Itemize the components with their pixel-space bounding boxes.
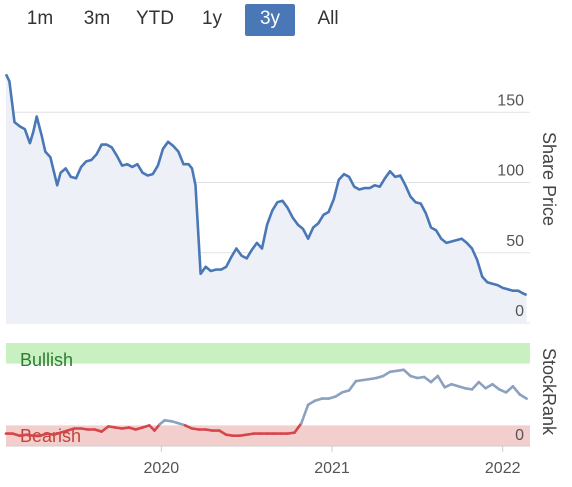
stockrank-segment — [491, 382, 501, 391]
range-ytd-button[interactable]: YTD — [136, 8, 174, 29]
x-tick-label: 2021 — [314, 460, 350, 477]
stockrank-segment — [511, 384, 522, 396]
stockrank-segment — [470, 380, 481, 391]
stockrank-series — [4, 368, 528, 438]
price-tick-label: 50 — [506, 233, 524, 250]
stockrank-segment — [429, 374, 440, 384]
stockrank-segment — [299, 403, 310, 425]
range-3y-button[interactable]: 3y — [245, 4, 295, 36]
stockrank-segment — [402, 368, 412, 378]
price-panel: 0 50 100 150 Share Price — [4, 42, 559, 324]
stockrank-segment — [518, 393, 528, 400]
stockrank-segment — [347, 379, 358, 392]
price-area-fill — [6, 74, 527, 323]
x-tick-label: 2022 — [485, 460, 521, 477]
range-1m-button[interactable]: 1m — [26, 8, 54, 29]
bullish-zone-label: Bullish — [20, 350, 73, 370]
bearish-zone — [6, 425, 530, 446]
x-tick-labels: 2020 2021 2022 — [144, 446, 521, 477]
price-axis-label: Share Price — [539, 132, 559, 226]
stockrank-segment — [477, 380, 487, 390]
price-series-line — [4, 73, 528, 297]
stockrank-segment — [484, 382, 494, 390]
stockrank-segment — [218, 429, 228, 437]
stockrank-segment — [334, 391, 344, 398]
stockrank-segment — [293, 421, 303, 434]
stockrank-segment — [436, 374, 447, 389]
stockrank-segment — [306, 399, 317, 407]
price-tick-label: 150 — [497, 92, 524, 109]
price-tick-label: 100 — [497, 163, 524, 180]
stockrank-segment — [153, 423, 161, 432]
range-all-button[interactable]: All — [317, 8, 339, 29]
stockrank-tick-labels: 0 — [515, 427, 524, 444]
stockrank-tick-label: 0 — [515, 427, 524, 444]
stockrank-panel: Bullish Bearish 0 StockRank — [4, 343, 559, 446]
range-1y-button[interactable]: 1y — [201, 8, 223, 29]
x-axis: 2020 2021 2022 — [6, 445, 530, 477]
range-3m-button[interactable]: 3m — [83, 8, 111, 29]
stockrank-segment — [422, 375, 433, 384]
bullish-zone — [6, 343, 530, 364]
price-tick-label: 0 — [515, 303, 524, 320]
stockrank-segment — [381, 370, 392, 378]
price-tick-labels: 0 50 100 150 — [497, 92, 524, 320]
range-selector: 1m 3m YTD 1y 3y All — [0, 0, 572, 40]
stockrank-segment — [100, 425, 110, 433]
stockrank-segment — [504, 384, 515, 394]
x-tick-label: 2020 — [144, 460, 180, 477]
stockrank-axis-label: StockRank — [539, 348, 559, 436]
